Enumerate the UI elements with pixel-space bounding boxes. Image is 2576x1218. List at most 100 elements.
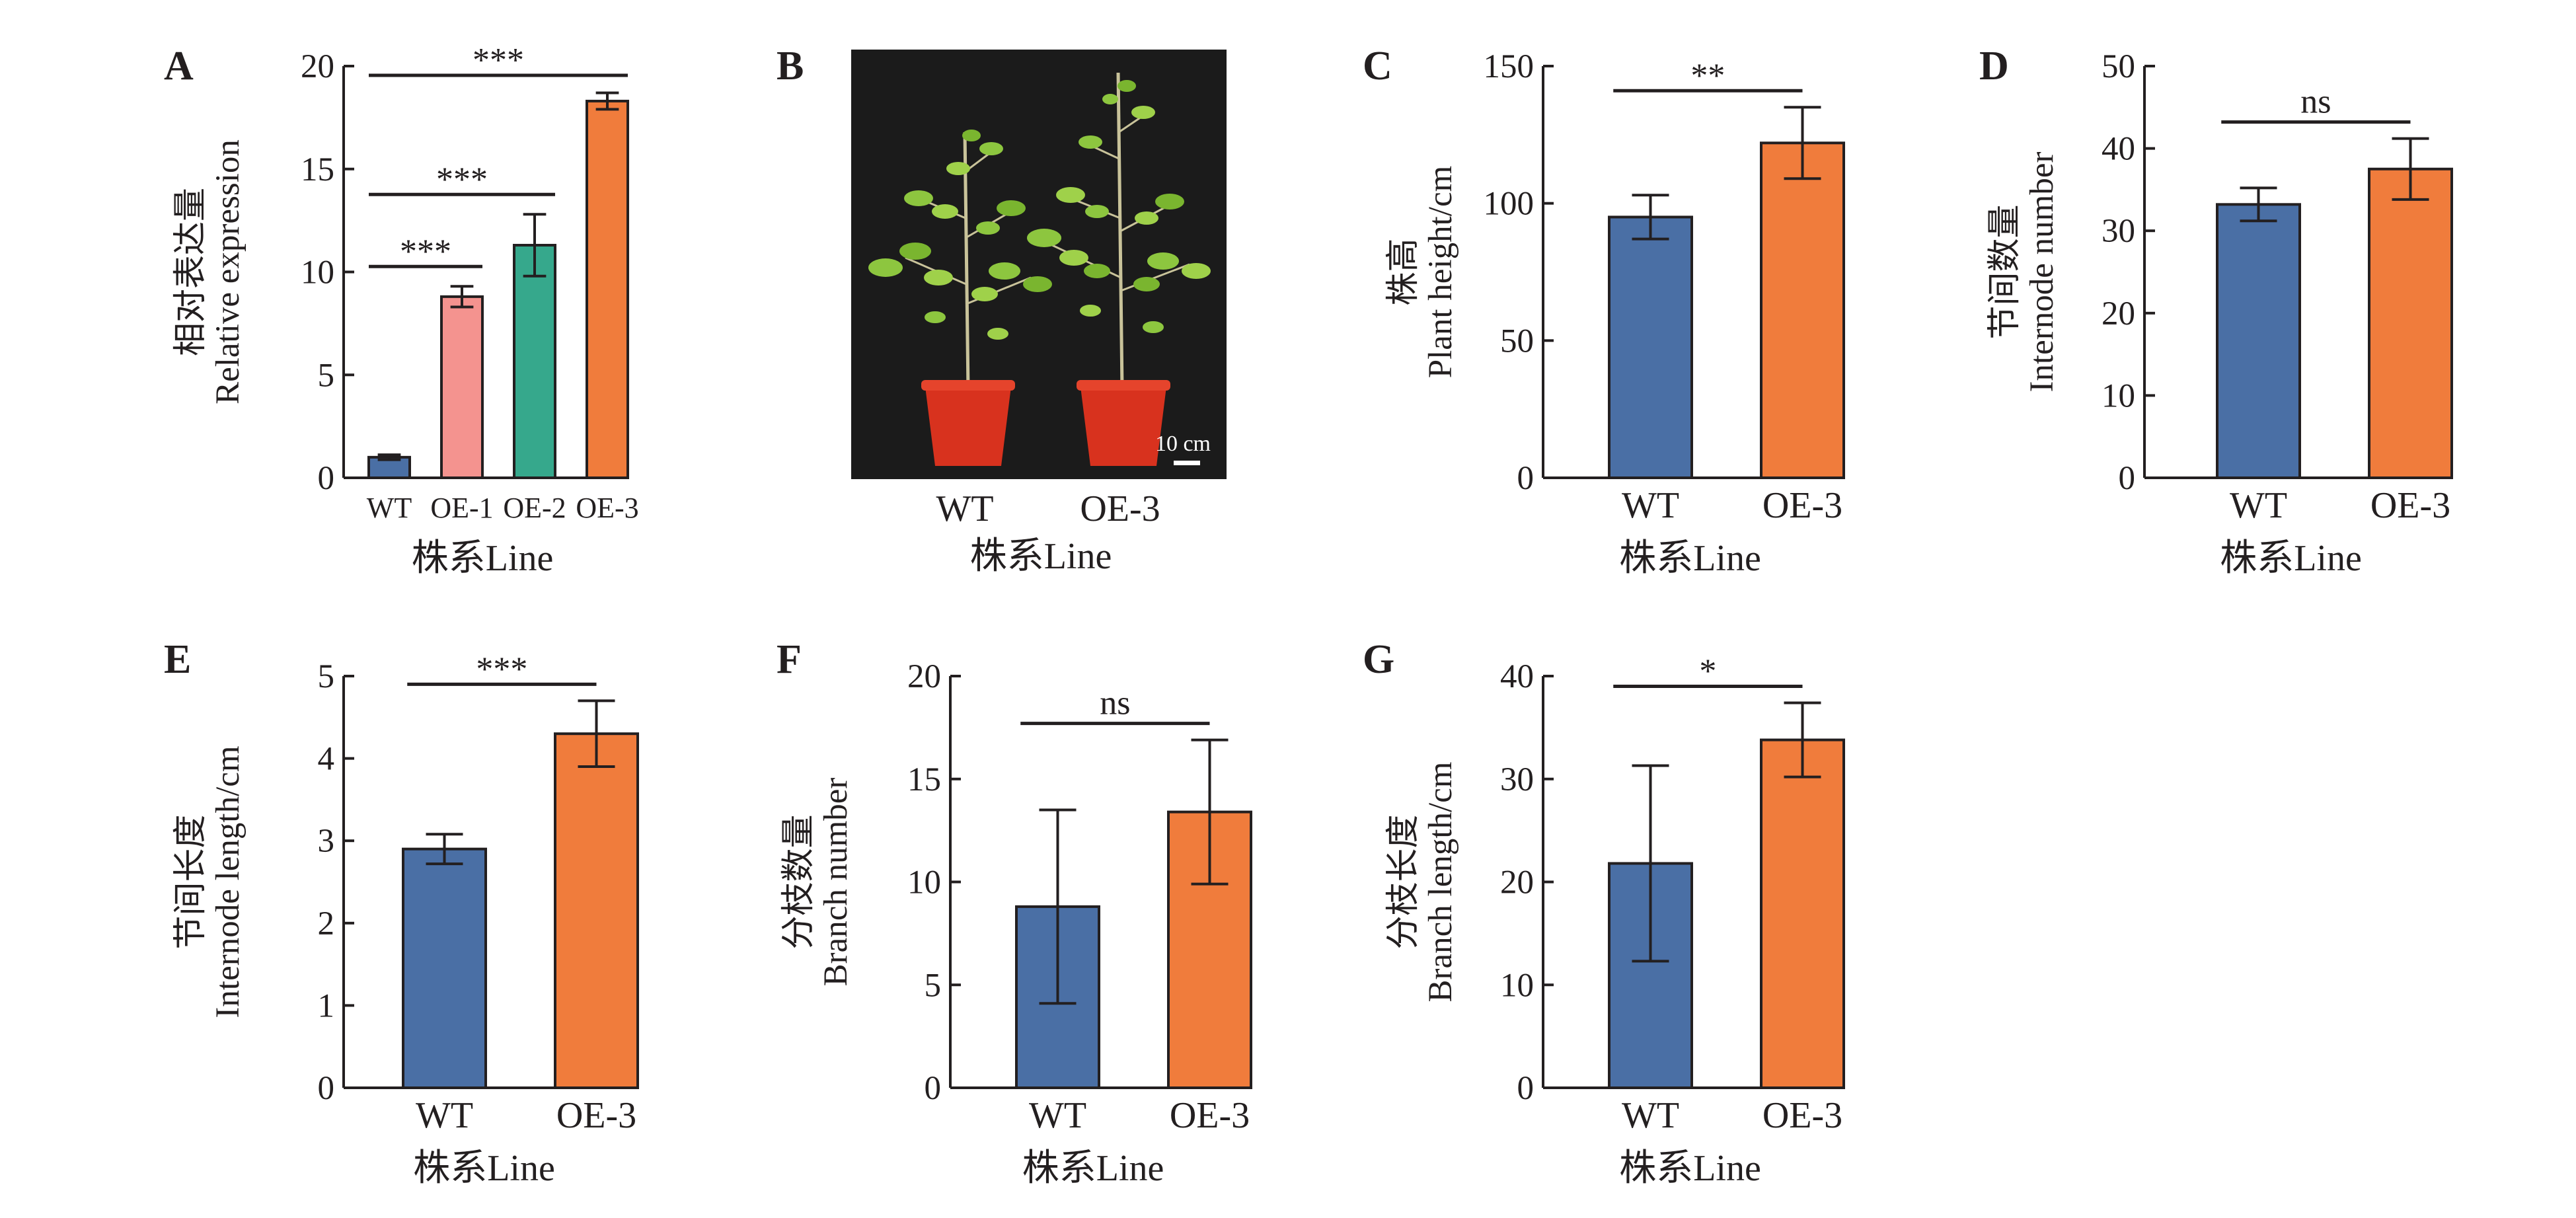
y-tick-label: 0 (1517, 1070, 1534, 1107)
x-axis-title: 株系Line (1022, 1148, 1164, 1189)
panel-letter-a: A (164, 44, 194, 89)
x-tick-label: WT (367, 492, 412, 524)
bar-wt (402, 847, 487, 1090)
x-tick-label: OE-3 (576, 492, 638, 524)
panel-letter-f: F (777, 637, 802, 682)
x-tick-label: WT (416, 1095, 473, 1136)
significance-label: *** (400, 233, 451, 270)
bar-oe-2 (513, 244, 556, 479)
significance-label: *** (473, 42, 524, 79)
y-tick-label: 40 (2102, 131, 2135, 168)
significance-label: *** (436, 161, 488, 198)
y-axis-title-en: Branch length/cm (1422, 762, 1459, 1003)
y-tick-label: 10 (2102, 377, 2135, 414)
y-axis-title-zh: 分枝数量 (780, 814, 817, 949)
x-tick-label: OE-1 (430, 492, 493, 524)
y-tick-label: 0 (925, 1070, 942, 1107)
panel-letter-e: E (164, 637, 191, 682)
y-axis-title-zh: 株高 (1385, 238, 1422, 305)
x-tick-label: WT (2230, 485, 2287, 526)
panel-letter-c: C (1363, 44, 1392, 89)
bar-oe-3 (586, 99, 629, 479)
panel-letter-d: D (1979, 44, 2009, 89)
y-tick-label: 15 (907, 761, 941, 798)
x-tick-label: OE-3 (1762, 1095, 1842, 1136)
panel-letter-b: B (777, 44, 804, 89)
x-axis-title: 株系Line (412, 538, 554, 579)
y-tick-label: 50 (1500, 323, 1534, 360)
bar-oe-3 (1760, 738, 1845, 1089)
significance-label: ** (1690, 57, 1725, 95)
significance-label: ns (2300, 83, 2331, 121)
y-tick-label: 15 (301, 151, 334, 188)
scale-bar (1174, 461, 1200, 465)
y-axis-title-en: Plant height/cm (1422, 166, 1459, 379)
plant-wt-image (868, 130, 1052, 466)
y-axis-title-en: Internode length/cm (209, 745, 246, 1018)
x-tick-label: OE-3 (2370, 485, 2450, 526)
photo-label-wt: WT (936, 488, 993, 529)
panel-b-photo: B (777, 44, 1227, 577)
y-tick-label: 150 (1484, 48, 1534, 85)
y-tick-label: 4 (318, 741, 335, 778)
y-tick-label: 5 (318, 357, 335, 394)
scale-bar-label: 10 cm (1155, 432, 1211, 456)
y-tick-label: 0 (318, 460, 335, 497)
x-tick-label: OE-2 (503, 492, 566, 524)
y-axis-title-en: Relative expression (209, 139, 246, 404)
plant-oe3-image (1027, 72, 1211, 466)
x-tick-label: WT (1029, 1095, 1086, 1136)
significance-label: * (1699, 652, 1716, 690)
y-tick-label: 0 (318, 1070, 335, 1107)
bar-wt (1608, 215, 1693, 479)
y-tick-label: 2 (318, 905, 335, 942)
y-tick-label: 20 (907, 658, 941, 695)
x-tick-label: OE-3 (1762, 485, 1842, 526)
x-tick-label: WT (1622, 485, 1679, 526)
y-tick-label: 10 (1500, 967, 1534, 1004)
y-tick-label: 30 (2102, 213, 2135, 250)
y-axis-title-en: Internode number (2024, 152, 2061, 393)
bar-oe-3 (1760, 141, 1845, 479)
y-tick-label: 20 (1500, 864, 1534, 901)
y-tick-label: 0 (1517, 460, 1534, 497)
x-axis-title: 株系Line (413, 1148, 555, 1189)
y-axis-title-zh: 相对表达量 (172, 188, 209, 356)
y-tick-label: 10 (907, 864, 941, 901)
bar-oe-3 (554, 732, 639, 1089)
y-tick-label: 100 (1484, 186, 1534, 223)
y-tick-label: 3 (318, 823, 335, 860)
y-tick-label: 0 (2119, 460, 2136, 497)
x-tick-label: WT (1622, 1095, 1679, 1136)
y-tick-label: 40 (1500, 658, 1534, 695)
x-tick-label: OE-3 (1170, 1095, 1250, 1136)
panel-letter-g: G (1363, 637, 1394, 682)
y-tick-label: 20 (2102, 295, 2135, 332)
photo-label-oe3: OE-3 (1080, 488, 1160, 529)
y-tick-label: 30 (1500, 761, 1534, 798)
bar-oe-3 (2368, 167, 2453, 479)
y-tick-label: 20 (301, 48, 334, 85)
significance-label: *** (476, 650, 527, 688)
panel-a-chart: A 0 5 10 15 20 WT OE-1 OE-2 OE-3 株系Line 相对表达量 Relati… (164, 42, 639, 579)
y-axis-title-zh: 节间数量 (1987, 204, 2024, 339)
y-tick-label: 10 (301, 254, 334, 291)
significance-label: ns (1100, 685, 1130, 722)
y-axis-title-zh: 节间长度 (172, 814, 209, 949)
y-tick-label: 50 (2102, 48, 2135, 85)
y-axis-title-en: Branch number (817, 778, 854, 987)
y-tick-label: 1 (318, 987, 335, 1024)
y-tick-label: 5 (925, 967, 942, 1004)
x-axis-title: 株系Line (2220, 538, 2362, 579)
x-tick-label: OE-3 (556, 1095, 636, 1136)
y-tick-label: 5 (318, 658, 335, 695)
x-axis-title: 株系Line (1619, 1148, 1761, 1189)
bar-oe-1 (440, 295, 484, 479)
